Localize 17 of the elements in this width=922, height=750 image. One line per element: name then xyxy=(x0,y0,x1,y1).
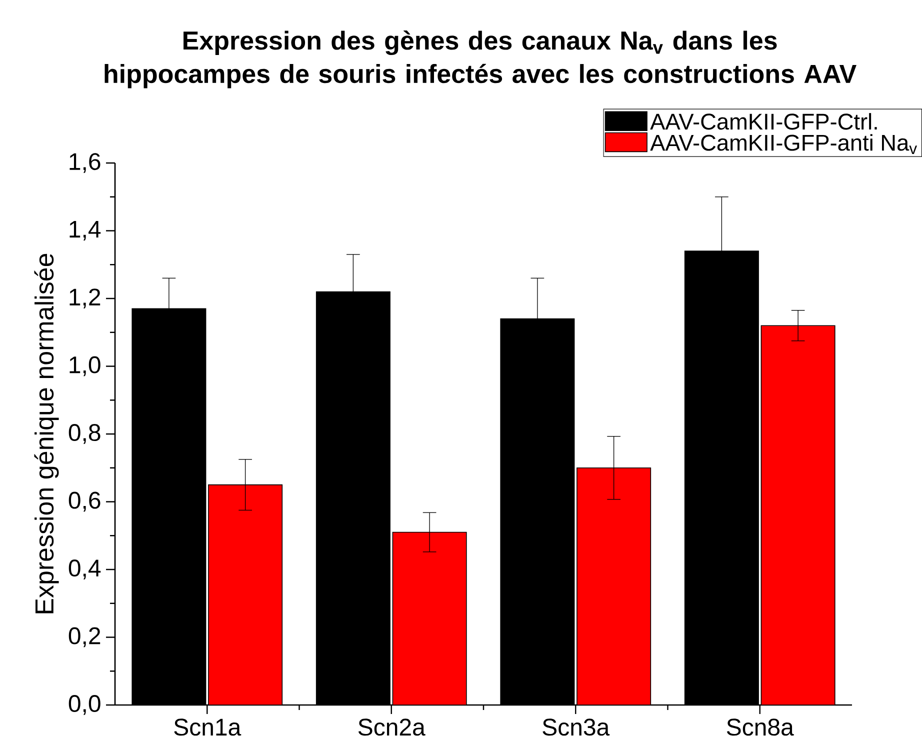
y-tick-label: 1,6 xyxy=(70,153,100,173)
y-tick-label: 1,4 xyxy=(70,220,101,241)
y-axis-title: Expression génique normalisée xyxy=(34,254,59,614)
chart-title: Expression des gènes des canaux Na$_{v}$ dans les hippocampes de souris infectés avec les constructions AAV xyxy=(104,30,856,88)
y-tick-label: 0,4 xyxy=(68,560,101,580)
legend-label: AAV-CamKII-GFP-Ctrl. xyxy=(650,113,877,130)
y-tick-label: 0,0 xyxy=(68,695,100,715)
y-tick-label: 1,0 xyxy=(70,356,100,376)
y-tick-label: 1,2 xyxy=(70,288,100,308)
y-tick-label: 0,2 xyxy=(68,627,100,648)
y-tick-label: 0,6 xyxy=(68,492,100,512)
y-tick-label: 0,8 xyxy=(68,424,100,444)
x-tick-label: Scn8a xyxy=(726,718,794,736)
x-tick-label: Scn3a xyxy=(542,718,610,736)
legend-label: AAV-CamKII-GFP-anti Na$_{v}$ xyxy=(650,134,918,154)
x-tick-label: Scn1a xyxy=(174,718,242,736)
x-tick-label: Scn2a xyxy=(358,718,426,736)
